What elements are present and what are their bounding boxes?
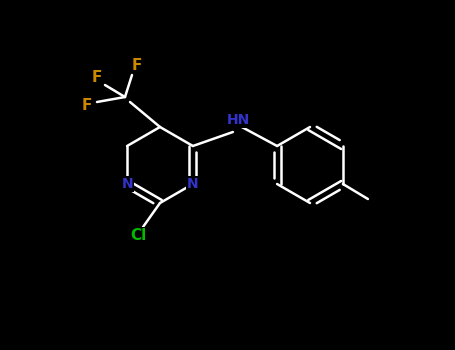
Text: Cl: Cl (130, 228, 146, 243)
Text: N: N (121, 177, 133, 191)
Text: F: F (132, 57, 142, 72)
Text: F: F (92, 70, 102, 84)
Text: F: F (82, 98, 92, 112)
Text: HN: HN (227, 113, 250, 127)
Text: N: N (187, 177, 199, 191)
